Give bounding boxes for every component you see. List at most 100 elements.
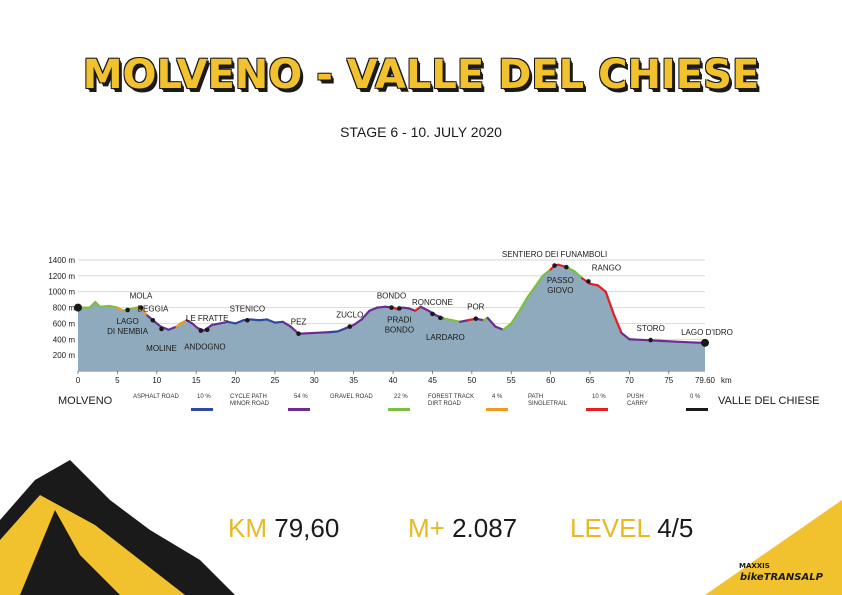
profile-segment: [628, 338, 647, 342]
waypoint-label: MOLA: [130, 292, 153, 301]
profile-segment: [533, 274, 544, 289]
profile-segment: [108, 304, 119, 309]
profile-segment: [644, 338, 662, 342]
profile-area: [78, 264, 705, 371]
profile-segment: [443, 317, 454, 322]
waypoint-label: RANGO: [592, 263, 621, 272]
profile-segment: [659, 339, 678, 343]
legend-label-gravel: GRAVEL ROAD: [330, 394, 373, 400]
waypoint-marker: [430, 311, 435, 317]
y-tick-label: 1400 m: [48, 256, 75, 265]
legend-line-forest: [486, 408, 508, 411]
stat-distance: KM 79,60: [228, 513, 339, 544]
waypoint-marker: [347, 324, 353, 329]
waypoint-marker: [150, 317, 156, 323]
profile-segment: [116, 306, 125, 312]
x-tick-label: 55: [507, 376, 516, 385]
x-tick-label: 35: [349, 376, 358, 385]
waypoint-label: RONCONE: [412, 298, 453, 307]
waypoint-marker: [648, 337, 653, 343]
waypoint-label: PRADI BONDO: [385, 315, 414, 334]
legend-label-forest: FOREST TRACK DIRT ROAD: [428, 394, 475, 407]
waypoint-marker: [296, 331, 301, 337]
mountain-right-yellow: [705, 500, 842, 595]
waypoint-label: PEZ: [291, 318, 307, 327]
profile-segment: [407, 307, 417, 312]
stat-level: LEVEL 4/5: [570, 513, 693, 544]
legend-pct-push: 0 %: [690, 394, 701, 400]
profile-segment: [518, 296, 529, 313]
legend-line-push: [686, 408, 708, 411]
profile-segment: [352, 318, 363, 327]
x-tick-label: 40: [389, 376, 398, 385]
profile-segment: [620, 331, 631, 341]
waypoint-label: STORO: [636, 324, 664, 333]
y-tick-label: 800 m: [53, 304, 76, 313]
waypoint-label: MOLINE: [146, 344, 177, 353]
legend-line-asphalt: [191, 408, 213, 411]
x-tick-label: 70: [625, 376, 634, 385]
y-tick-label: 600 m: [53, 319, 76, 328]
profile-segment: [273, 320, 284, 324]
profile-segment: [313, 331, 332, 335]
legend-line-cycle: [288, 408, 310, 411]
legend-label-path: PATH SINGLETRAIL: [528, 394, 568, 407]
profile-segment: [376, 305, 387, 309]
profile-segment: [258, 318, 269, 322]
waypoint-marker: [125, 307, 130, 313]
legend-end-label: VALLE DEL CHIESE: [718, 395, 820, 407]
stat-climb-value: 2.087: [452, 513, 518, 543]
x-tick-label: 45: [428, 376, 437, 385]
waypoint-marker: [198, 328, 204, 333]
profile-segment: [88, 300, 97, 309]
profile-segment: [250, 318, 261, 322]
x-tick-label: 25: [270, 376, 279, 385]
transalp-logo: MAXXIS bikeTRANSALP: [734, 562, 823, 586]
profile-segment: [458, 319, 470, 323]
waypoint-label: LARDARO: [426, 333, 465, 342]
profile-segment: [596, 284, 607, 293]
logo-brand-main: bikeTRANSALP: [740, 572, 823, 583]
page-title: MOLVENO - VALLE DEL CHIESE: [82, 52, 760, 98]
x-tick-label: 60: [546, 376, 555, 385]
waypoint-label: STENICO: [230, 304, 266, 313]
profile-segment: [281, 320, 292, 328]
legend-label-asphalt: ASPHALT ROAD: [133, 394, 179, 400]
waypoint-marker: [473, 316, 479, 321]
waypoint-label: ZUCLO: [336, 311, 363, 320]
mountain-left-dark-inner: [20, 510, 120, 595]
profile-segment: [525, 285, 536, 300]
y-tick-label: 200 m: [53, 351, 76, 360]
stat-distance-value: 79,60: [274, 513, 340, 543]
profile-segment: [541, 268, 552, 277]
waypoint-label: BONDO: [377, 292, 406, 301]
legend-start-label: MOLVENO: [58, 395, 113, 407]
legend-line-path: [586, 408, 608, 411]
waypoint-marker: [204, 327, 210, 333]
profile-segment: [419, 305, 430, 312]
waypoint-marker: [389, 305, 394, 310]
x-unit-label: km: [721, 376, 732, 385]
profile-segment: [510, 310, 521, 325]
waypoint-marker: [159, 326, 164, 332]
profile-segment: [167, 325, 178, 331]
x-tick-label: 10: [152, 376, 161, 385]
waypoint-marker: [138, 305, 144, 310]
legend-pct-asphalt: 10 %: [197, 394, 211, 400]
profile-segment: [218, 320, 229, 325]
stat-distance-key: KM: [228, 513, 267, 543]
x-end-label: 79.60: [695, 376, 716, 385]
page-subtitle: STAGE 6 - 10. JULY 2020: [340, 124, 502, 140]
profile-segment: [486, 316, 497, 328]
profile-segment: [128, 306, 139, 311]
profile-segment: [612, 312, 623, 335]
profile-segment: [573, 270, 584, 280]
x-tick-label: 50: [467, 376, 476, 385]
profile-segment: [360, 309, 371, 321]
x-tick-label: 30: [310, 376, 319, 385]
x-tick-label: 5: [115, 376, 120, 385]
profile-segment: [179, 319, 188, 325]
stat-climb-key: M+: [408, 513, 445, 543]
x-tick-label: 15: [192, 376, 201, 385]
